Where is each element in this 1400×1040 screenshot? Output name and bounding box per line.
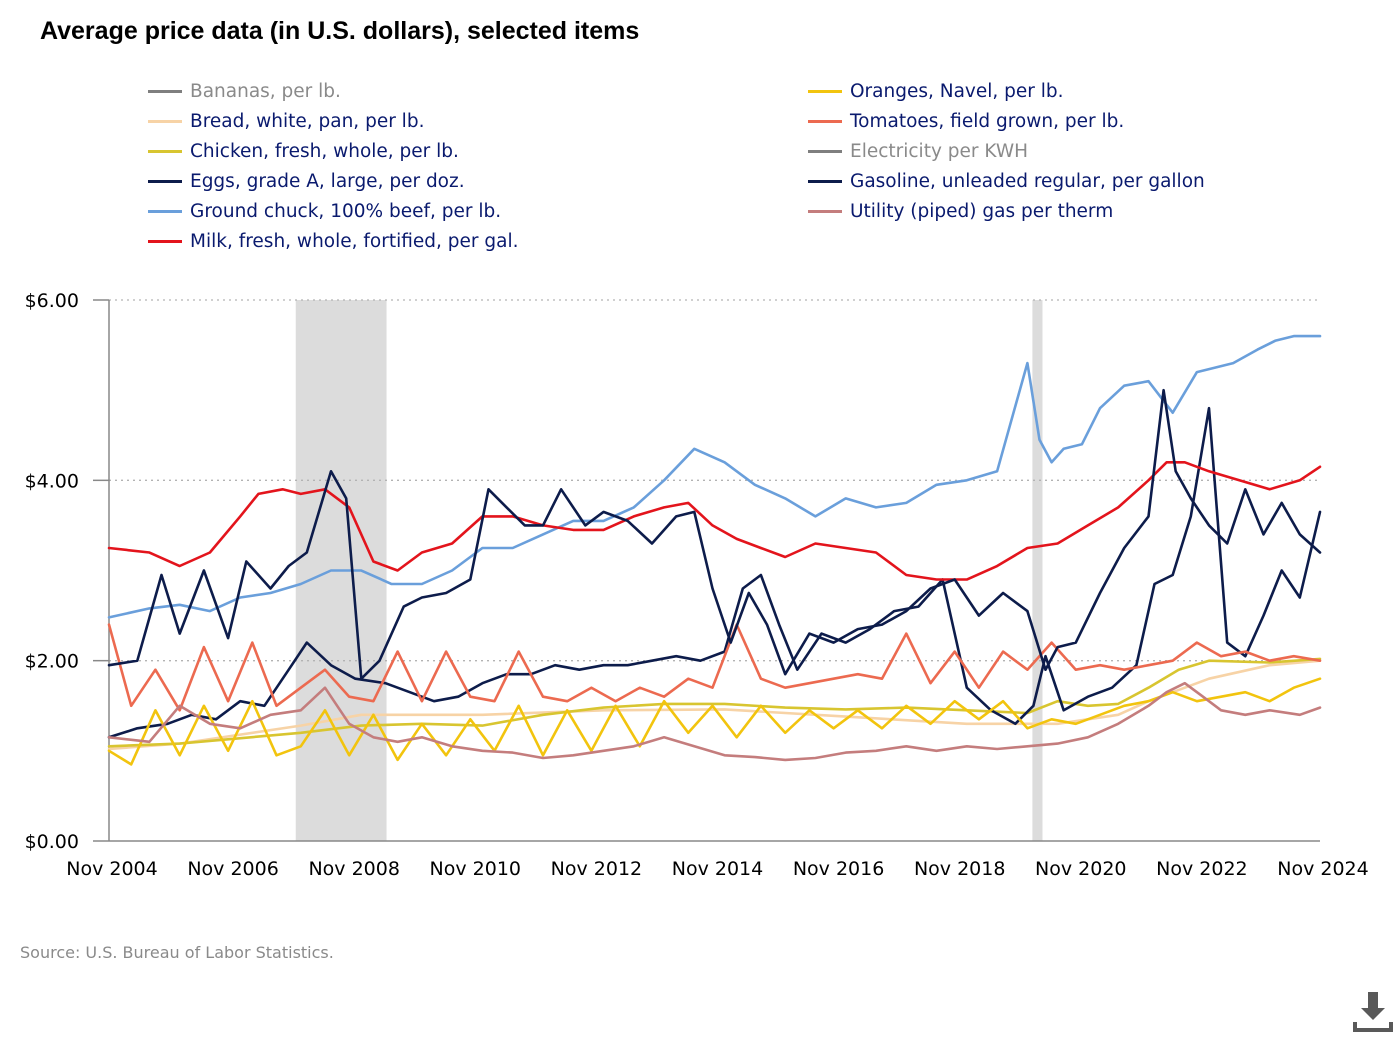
y-tick-label-2: $4.00 xyxy=(25,470,79,492)
legend-label-1: Bread, white, pan, per lb. xyxy=(190,110,425,132)
recession-band-1 xyxy=(1032,300,1043,841)
legend-swatch-2 xyxy=(148,149,182,153)
legend-item-1[interactable]: Bread, white, pan, per lb. xyxy=(148,108,424,134)
legend-item-8[interactable]: Electricity per KWH xyxy=(808,138,1028,164)
y-tick-label-3: $6.00 xyxy=(25,290,79,312)
legend-item-5[interactable]: Milk, fresh, whole, fortified, per gal. xyxy=(148,228,518,254)
x-tick-label-10: Nov 2024 xyxy=(1277,858,1368,880)
line-chart: $0.00 $2.00 $4.00 $6.00 Nov 2004 Nov 2006 Nov … xyxy=(25,290,1369,880)
legend-swatch-4 xyxy=(148,209,182,213)
legend-label-6: Oranges, Navel, per lb. xyxy=(850,80,1064,102)
x-tick-label-1: Nov 2006 xyxy=(187,858,278,880)
legend-label-9: Gasoline, unleaded regular, per gallon xyxy=(850,170,1205,192)
legend-item-7[interactable]: Tomatoes, field grown, per lb. xyxy=(808,108,1124,134)
legend-label-4: Ground chuck, 100% beef, per lb. xyxy=(190,200,502,222)
legend-item-2[interactable]: Chicken, fresh, whole, per lb. xyxy=(148,138,459,164)
series-line-7 xyxy=(107,623,1322,712)
legend-item-0[interactable]: Bananas, per lb. xyxy=(148,78,341,104)
legend-swatch-8 xyxy=(808,149,842,153)
legend-swatch-9 xyxy=(808,179,842,183)
legend-swatch-3 xyxy=(148,179,182,183)
legend-item-4[interactable]: Ground chuck, 100% beef, per lb. xyxy=(148,198,501,224)
x-tick-label-0: Nov 2004 xyxy=(66,858,157,880)
legend-label-0: Bananas, per lb. xyxy=(190,80,341,102)
y-tick-label-1: $2.00 xyxy=(25,651,79,673)
chart-title: Average price data (in U.S. dollars), se… xyxy=(40,17,640,45)
legend-label-3: Eggs, grade A, large, per doz. xyxy=(190,170,465,192)
x-tick-label-7: Nov 2018 xyxy=(914,858,1005,880)
x-tick-label-4: Nov 2012 xyxy=(551,858,642,880)
legend-item-10[interactable]: Utility (piped) gas per therm xyxy=(808,198,1113,224)
x-tick-label-8: Nov 2020 xyxy=(1035,858,1126,880)
series-line-2 xyxy=(107,657,1322,748)
legend-label-10: Utility (piped) gas per therm xyxy=(850,200,1114,222)
legend-swatch-1 xyxy=(148,119,182,123)
source-note: Source: U.S. Bureau of Labor Statistics. xyxy=(20,943,334,962)
legend-label-5: Milk, fresh, whole, fortified, per gal. xyxy=(190,230,519,252)
legend-label-7: Tomatoes, field grown, per lb. xyxy=(850,110,1125,132)
series-line-3 xyxy=(107,406,1322,739)
series-line-10 xyxy=(107,681,1322,762)
legend-swatch-5 xyxy=(148,239,182,243)
x-tick-label-6: Nov 2016 xyxy=(793,858,884,880)
legend-label-2: Chicken, fresh, whole, per lb. xyxy=(190,140,459,162)
legend-item-3[interactable]: Eggs, grade A, large, per doz. xyxy=(148,168,465,194)
legend-label-8: Electricity per KWH xyxy=(850,140,1029,162)
legend: Bananas, per lb. Bread, white, pan, per l… xyxy=(148,78,1298,258)
x-tick-label-2: Nov 2008 xyxy=(308,858,399,880)
legend-item-9[interactable]: Gasoline, unleaded regular, per gallon xyxy=(808,168,1205,194)
legend-swatch-10 xyxy=(808,209,842,213)
legend-swatch-0 xyxy=(148,89,182,93)
series-line-4 xyxy=(107,334,1322,619)
legend-item-6[interactable]: Oranges, Navel, per lb. xyxy=(808,78,1064,104)
series-line-6 xyxy=(107,677,1322,766)
legend-swatch-6 xyxy=(808,89,842,93)
x-tick-label-3: Nov 2010 xyxy=(430,858,521,880)
legend-swatch-7 xyxy=(808,119,842,123)
series-line-5 xyxy=(107,460,1322,581)
y-tick-label-0: $0.00 xyxy=(25,831,79,853)
download-icon[interactable] xyxy=(1352,988,1394,1034)
x-tick-label-9: Nov 2022 xyxy=(1156,858,1247,880)
x-tick-label-5: Nov 2014 xyxy=(672,858,763,880)
series-line-9 xyxy=(107,388,1322,681)
